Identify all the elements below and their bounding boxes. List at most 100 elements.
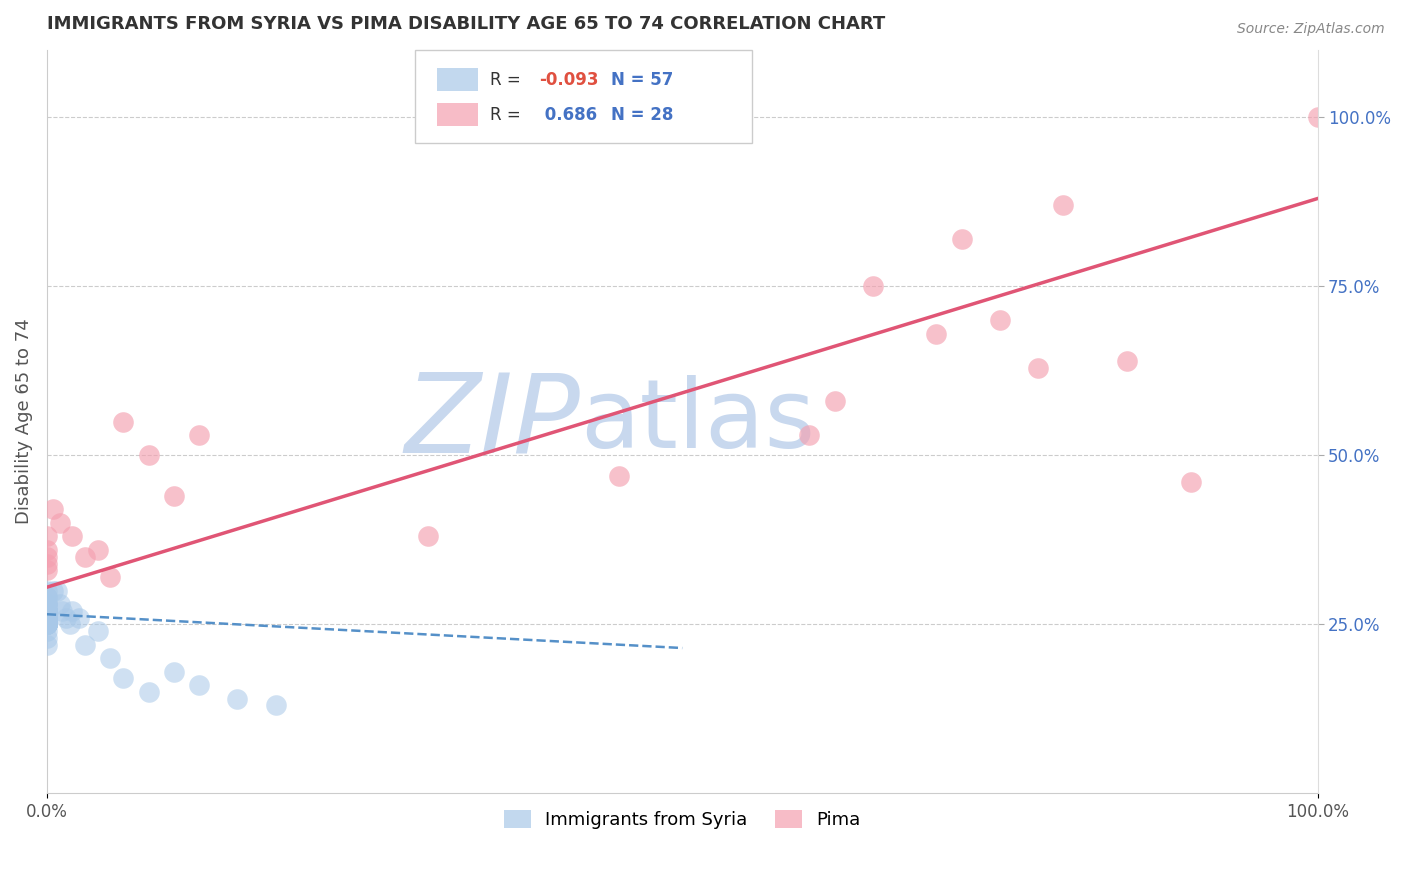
Bar	[437, 103, 478, 126]
Point	[138, 449, 160, 463]
Point	[35, 543, 58, 558]
Point	[86, 624, 108, 639]
Point	[35, 604, 58, 618]
Point	[226, 691, 249, 706]
Point	[35, 604, 58, 618]
Point	[60, 529, 83, 543]
Point	[163, 665, 186, 679]
Point	[48, 516, 70, 530]
Point	[988, 313, 1011, 327]
Point	[35, 604, 58, 618]
Text: N = 28: N = 28	[612, 105, 673, 123]
Point	[824, 394, 846, 409]
Text: ZIP: ZIP	[405, 368, 581, 475]
Point	[1116, 353, 1139, 368]
Point	[35, 591, 58, 605]
Point	[35, 610, 58, 624]
Point	[35, 610, 58, 624]
Point	[35, 604, 58, 618]
Point	[35, 610, 58, 624]
Point	[35, 597, 58, 611]
Point	[188, 678, 211, 692]
Point	[35, 617, 58, 632]
Point	[35, 617, 58, 632]
Text: 0.686: 0.686	[538, 105, 596, 123]
Point	[35, 604, 58, 618]
Point	[35, 617, 58, 632]
Point	[1180, 475, 1202, 490]
Point	[35, 617, 58, 632]
Point	[35, 597, 58, 611]
Text: Source: ZipAtlas.com: Source: ZipAtlas.com	[1237, 22, 1385, 37]
Point	[35, 624, 58, 639]
Text: -0.093: -0.093	[538, 70, 598, 88]
Point	[35, 549, 58, 564]
Point	[35, 597, 58, 611]
Point	[163, 489, 186, 503]
Point	[100, 570, 122, 584]
Point	[35, 529, 58, 543]
Point	[35, 617, 58, 632]
Text: IMMIGRANTS FROM SYRIA VS PIMA DISABILITY AGE 65 TO 74 CORRELATION CHART: IMMIGRANTS FROM SYRIA VS PIMA DISABILITY…	[46, 15, 886, 33]
Point	[42, 502, 65, 516]
Point	[35, 604, 58, 618]
Point	[46, 583, 69, 598]
Point	[264, 698, 287, 713]
Point	[35, 610, 58, 624]
Point	[48, 597, 70, 611]
Text: R =: R =	[491, 70, 526, 88]
Point	[42, 583, 65, 598]
Point	[925, 326, 948, 341]
Point	[67, 610, 90, 624]
Point	[35, 610, 58, 624]
Point	[1306, 111, 1329, 125]
Point	[100, 651, 122, 665]
Point	[35, 583, 58, 598]
Point	[112, 672, 135, 686]
Point	[35, 610, 58, 624]
Point	[35, 591, 58, 605]
Point	[35, 610, 58, 624]
Y-axis label: Disability Age 65 to 74: Disability Age 65 to 74	[15, 318, 32, 524]
Point	[35, 597, 58, 611]
Point	[35, 563, 58, 577]
FancyBboxPatch shape	[415, 50, 752, 143]
Point	[138, 685, 160, 699]
Point	[55, 610, 77, 624]
Point	[86, 543, 108, 558]
Legend: Immigrants from Syria, Pima: Immigrants from Syria, Pima	[496, 803, 868, 837]
Point	[59, 617, 82, 632]
Point	[112, 415, 135, 429]
Point	[1052, 198, 1074, 212]
Point	[35, 610, 58, 624]
Point	[862, 279, 884, 293]
Point	[35, 617, 58, 632]
Text: R =: R =	[491, 105, 526, 123]
Point	[35, 631, 58, 645]
Point	[35, 604, 58, 618]
Point	[35, 610, 58, 624]
Point	[35, 617, 58, 632]
Text: N = 57: N = 57	[612, 70, 673, 88]
Point	[73, 549, 96, 564]
Point	[35, 638, 58, 652]
Point	[73, 638, 96, 652]
Point	[35, 604, 58, 618]
Point	[188, 428, 211, 442]
Point	[60, 604, 83, 618]
Point	[51, 604, 73, 618]
Point	[799, 428, 821, 442]
Point	[35, 604, 58, 618]
Point	[950, 232, 973, 246]
Text: atlas: atlas	[581, 376, 815, 468]
Point	[35, 557, 58, 571]
Point	[35, 617, 58, 632]
Point	[35, 604, 58, 618]
Point	[607, 468, 630, 483]
Point	[35, 617, 58, 632]
Point	[1026, 360, 1049, 375]
Point	[416, 529, 439, 543]
Point	[35, 617, 58, 632]
Bar	[437, 69, 478, 91]
Point	[35, 610, 58, 624]
